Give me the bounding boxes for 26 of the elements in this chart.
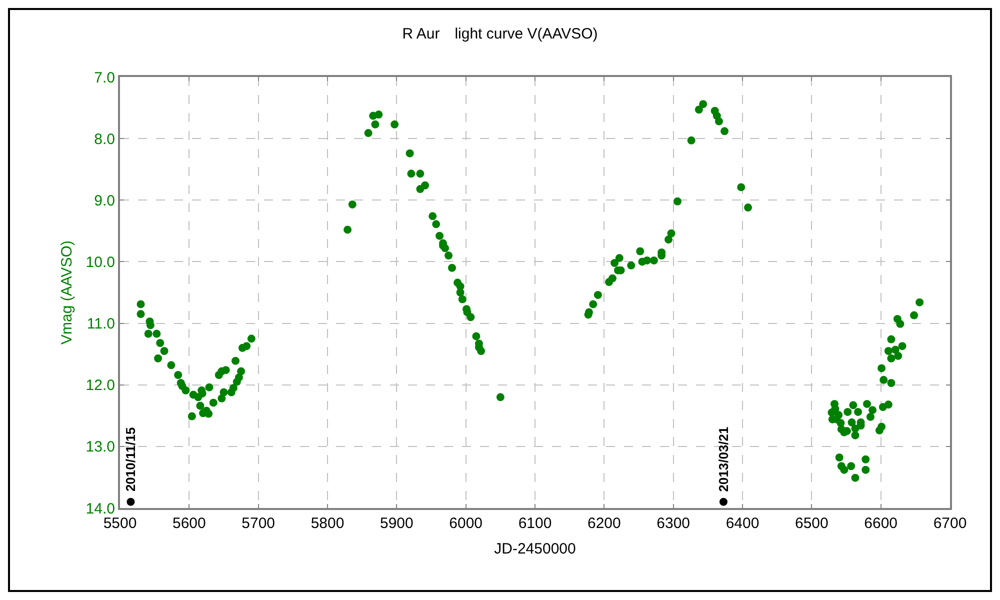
y-tick-label: 10.0 — [86, 254, 115, 271]
y-tick-label: 12.0 — [86, 377, 115, 394]
y-tick-label: 14.0 — [86, 500, 115, 518]
annotation: 2010/11/15 — [122, 427, 138, 492]
x-axis-title: JD-2450000 — [494, 540, 576, 558]
x-tick-label: 6300 — [656, 515, 690, 532]
x-tick-label: 5500 — [103, 515, 137, 532]
y-axis-title: Vmag (AAVSO) — [58, 240, 76, 344]
x-tick-label: 6400 — [726, 515, 760, 532]
y-tick-label: 9.0 — [94, 192, 115, 210]
y-tick-label: 7.0 — [94, 69, 115, 86]
chart-title: R Aur light curve V(AAVSO) — [402, 25, 598, 42]
x-tick-label: 5700 — [242, 515, 276, 532]
x-tick-label: 6500 — [794, 515, 828, 532]
y-tick-label: 11.0 — [86, 316, 115, 333]
x-tick-label: 6000 — [449, 515, 483, 532]
y-tick-label: 13.0 — [86, 438, 115, 456]
y-tick-label: 8.0 — [94, 130, 115, 148]
x-tick-label: 5800 — [310, 515, 344, 532]
annotation: 2013/03/21 — [716, 426, 732, 492]
x-tick-label: 5900 — [380, 515, 414, 532]
x-tick-label: 6100 — [518, 515, 552, 532]
x-tick-label: 5600 — [172, 515, 206, 532]
x-tick-label: 6200 — [587, 515, 621, 532]
x-tick-label: 6600 — [864, 515, 898, 532]
x-tick-label: 6700 — [933, 515, 967, 532]
